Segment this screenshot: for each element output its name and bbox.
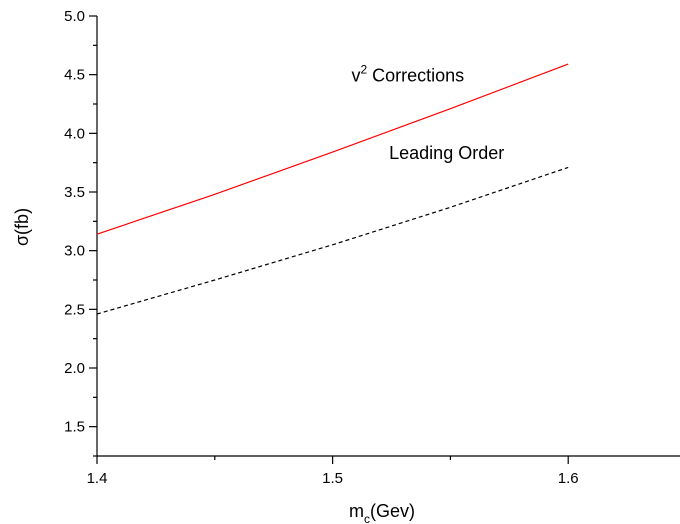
y-axis-title: σ(fb) [12, 208, 32, 246]
y-tick-label: 1.5 [64, 419, 85, 436]
y-tick-label: 4.0 [64, 125, 85, 142]
y-tick-label: 2.5 [64, 301, 85, 318]
x-tick-label: 1.5 [322, 470, 343, 487]
labels: 1.5 2.0 2.5 3.0 3.5 4.0 4.5 5.0 1.4 1.5 1.6 v2 Corr… [12, 8, 579, 524]
x-tick-label: 1.6 [558, 470, 579, 487]
y-tick-label: 3.5 [64, 184, 85, 201]
series-line-leading-order [96, 166, 569, 315]
y-tick-label: 2.0 [64, 360, 85, 377]
y-tick-label: 3.0 [64, 243, 85, 260]
lo-annotation: Leading Order [389, 143, 504, 163]
y-tick-label: 4.5 [64, 67, 85, 84]
axes [89, 15, 680, 464]
x-axis-title: mc(Gev) [349, 501, 415, 524]
y-tick-label: 5.0 [64, 8, 85, 25]
x-tick-label: 1.4 [87, 470, 108, 487]
series-layer [96, 63, 569, 315]
v2-annotation: v2 Corrections [351, 63, 464, 86]
series-line-v2-corrections [96, 63, 569, 235]
